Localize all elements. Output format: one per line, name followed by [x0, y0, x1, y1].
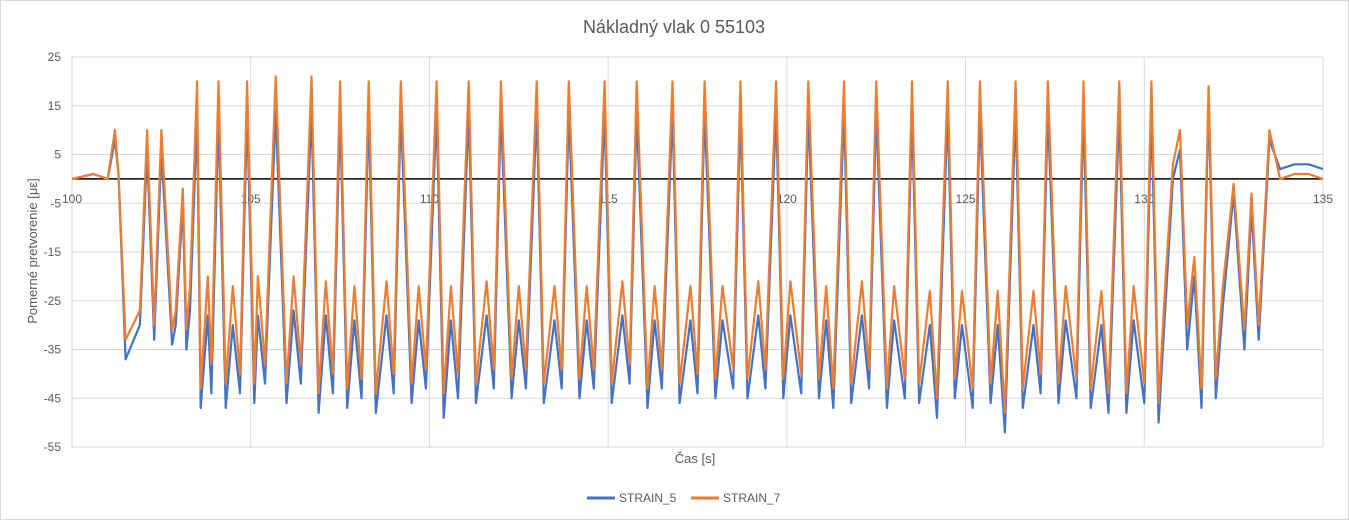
x-tick-label: 120: [777, 192, 797, 206]
x-tick-label: 110: [420, 192, 439, 206]
x-tick-label: 135: [1313, 192, 1333, 206]
y-tick-label: -35: [44, 343, 62, 357]
y-tick-label: 15: [48, 99, 62, 113]
series-layer: [71, 75, 1324, 434]
y-axis-ticks: 25 15 5 -5 -15 -25 -35 -45 -55: [44, 50, 62, 454]
y-tick-label: -45: [44, 391, 62, 405]
x-axis-ticks: 100 105 110 115 120 125 130 135: [62, 192, 1333, 206]
y-tick-label: -25: [44, 294, 62, 308]
chart-title: Nákladný vlak 0 55103: [583, 17, 765, 37]
x-tick-label: 125: [956, 192, 976, 206]
legend-label: STRAIN_7: [723, 491, 781, 505]
legend: STRAIN_5 STRAIN_7: [587, 491, 781, 505]
series-line-strain-7: [71, 75, 1324, 414]
y-axis-title: Pomerné pretvorenie [με]: [25, 178, 40, 324]
series-line-strain-5: [71, 99, 1324, 434]
y-tick-label: 5: [54, 148, 61, 162]
y-tick-label: 25: [48, 50, 62, 64]
y-tick-label: -5: [50, 196, 61, 210]
x-tick-label: 100: [62, 192, 82, 206]
legend-label: STRAIN_5: [619, 491, 677, 505]
x-axis-title: Čas [s]: [675, 451, 715, 466]
y-tick-label: -15: [44, 245, 62, 259]
y-tick-label: -55: [44, 440, 62, 454]
x-tick-label: 130: [1134, 192, 1154, 206]
